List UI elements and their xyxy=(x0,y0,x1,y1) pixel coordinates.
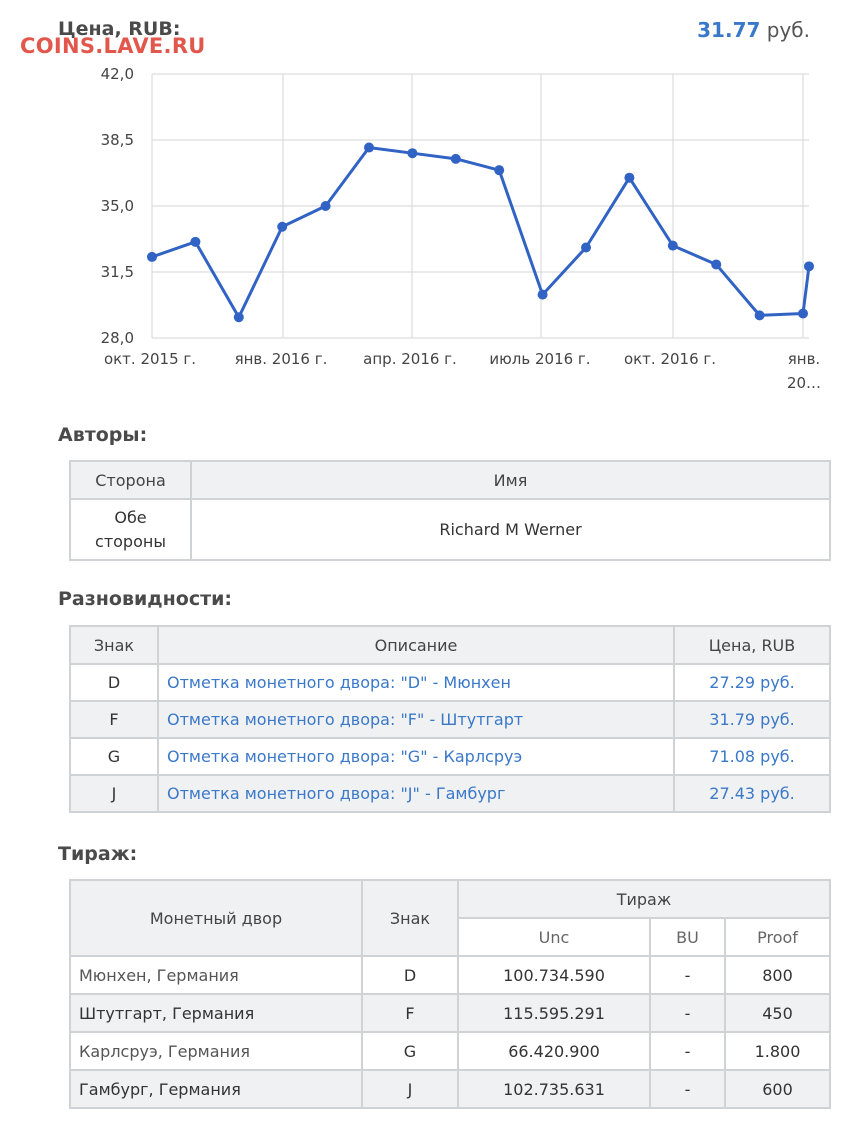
series-line xyxy=(151,146,811,319)
variety-mark: G xyxy=(69,737,159,776)
table-row: Мюнхен, Германия D 100.734.590 - 800 xyxy=(69,955,831,995)
variety-link[interactable]: Отметка монетного двора: "J" - Гамбург xyxy=(157,774,675,813)
data-point xyxy=(450,153,461,164)
mint-proof: 800 xyxy=(724,955,831,995)
author-side-line1: Обе xyxy=(114,507,147,527)
mint-proof: 450 xyxy=(724,993,831,1033)
mint-bu: - xyxy=(649,993,726,1033)
current-price: 31.77 руб. xyxy=(697,18,810,42)
data-point xyxy=(233,312,244,323)
variety-price: 27.29 руб. xyxy=(673,663,831,702)
mint-mark: D xyxy=(361,955,459,995)
mint-unc: 102.735.631 xyxy=(457,1069,651,1109)
price-label: Цена, RUB: xyxy=(58,18,181,40)
mint-name: Карлсруэ, Германия xyxy=(69,1031,363,1071)
mint-mark: F xyxy=(361,993,459,1033)
mint-name: Мюнхен, Германия xyxy=(69,955,363,995)
table-row: Штутгарт, Германия F 115.595.291 - 450 xyxy=(69,993,831,1033)
mintage-title: Тираж: xyxy=(58,843,138,865)
data-point xyxy=(277,221,288,232)
mintage-header-bu: BU xyxy=(649,917,726,957)
table-row: Карлсруэ, Германия G 66.420.900 - 1.800 xyxy=(69,1031,831,1071)
table-row: G Отметка монетного двора: "G" - Карлсру… xyxy=(69,737,831,776)
varieties-header-desc: Описание xyxy=(157,625,675,665)
mint-mark: G xyxy=(361,1031,459,1071)
watermark-logo: COINS.LAVE.RU xyxy=(20,34,206,58)
mintage-header-unc: Unc xyxy=(457,917,651,957)
authors-title: Авторы: xyxy=(58,424,148,446)
y-tick-label: 42,0 xyxy=(101,65,134,83)
mintage-header-mint: Монетный двор xyxy=(69,879,363,957)
authors-table: Сторона Имя Обе стороны Richard M Werner xyxy=(69,460,831,561)
mint-proof: 600 xyxy=(724,1069,831,1109)
mintage-table: Монетный двор Знак Тираж Unc BU Proof Мю… xyxy=(69,879,831,1109)
variety-link[interactable]: Отметка монетного двора: "D" - Мюнхен xyxy=(157,663,675,702)
mint-mark: J xyxy=(361,1069,459,1109)
x-tick-label: окт. 2015 г. xyxy=(104,350,196,368)
variety-price: 71.08 руб. xyxy=(673,737,831,776)
mint-bu: - xyxy=(649,1031,726,1071)
mint-bu: - xyxy=(649,1069,726,1109)
varieties-header-price: Цена, RUB xyxy=(673,625,831,665)
x-tick-label: янв. xyxy=(788,350,820,368)
data-point xyxy=(804,261,814,272)
mint-unc: 66.420.900 xyxy=(457,1031,651,1071)
data-point xyxy=(147,251,157,262)
data-point xyxy=(190,236,201,247)
table-row: Обе стороны Richard M Werner xyxy=(69,498,831,561)
variety-mark: J xyxy=(69,774,159,813)
data-point xyxy=(798,308,808,319)
y-tick-label: 38,5 xyxy=(101,131,134,149)
x-tick-label: июль 2016 г. xyxy=(489,350,590,368)
data-point xyxy=(581,242,591,253)
authors-header-side: Сторона xyxy=(69,460,192,500)
mintage-header-mark: Знак xyxy=(361,879,459,957)
x-tick-label: окт. 2016 г. xyxy=(624,350,716,368)
data-point xyxy=(711,259,722,270)
table-row: J Отметка монетного двора: "J" - Гамбург… xyxy=(69,774,831,813)
table-row: Гамбург, Германия J 102.735.631 - 600 xyxy=(69,1069,831,1109)
variety-link[interactable]: Отметка монетного двора: "F" - Штутгарт xyxy=(157,700,675,739)
data-point xyxy=(667,240,678,251)
variety-mark: F xyxy=(69,700,159,739)
current-price-unit: руб. xyxy=(766,18,810,42)
data-point xyxy=(364,142,374,153)
table-row: F Отметка монетного двора: "F" - Штутгар… xyxy=(69,700,831,739)
price-chart: 42,0 38,5 35,0 31,5 28,0 окт. 2015 г. янв. 201… xyxy=(101,65,821,392)
varieties-title: Разновидности: xyxy=(58,588,233,610)
x-tick-label: янв. 2016 г. xyxy=(235,350,328,368)
author-side: Обе стороны xyxy=(69,498,192,561)
mint-name: Гамбург, Германия xyxy=(69,1069,363,1109)
data-point xyxy=(320,201,331,211)
author-name: Richard M Werner xyxy=(190,498,831,561)
variety-price: 27.43 руб. xyxy=(673,774,831,813)
varieties-table: Знак Описание Цена, RUB D Отметка монетн… xyxy=(69,625,831,813)
x-tick-label: апр. 2016 г. xyxy=(363,350,457,368)
table-row: D Отметка монетного двора: "D" - Мюнхен … xyxy=(69,663,831,702)
data-point xyxy=(494,165,505,176)
data-point xyxy=(624,172,635,183)
current-price-value: 31.77 xyxy=(697,18,761,42)
varieties-header-mark: Знак xyxy=(69,625,159,665)
x-tick-label: 20… xyxy=(787,374,821,392)
mint-unc: 115.595.291 xyxy=(457,993,651,1033)
mint-proof: 1.800 xyxy=(724,1031,831,1071)
data-point xyxy=(407,148,418,159)
mintage-header-mintage: Тираж xyxy=(457,879,831,919)
authors-header-name: Имя xyxy=(190,460,831,500)
mint-unc: 100.734.590 xyxy=(457,955,651,995)
mint-name: Штутгарт, Германия xyxy=(69,993,363,1033)
y-tick-label: 28,0 xyxy=(101,329,134,347)
variety-price: 31.79 руб. xyxy=(673,700,831,739)
data-point xyxy=(537,289,548,300)
y-tick-label: 35,0 xyxy=(101,197,134,215)
y-tick-label: 31,5 xyxy=(101,263,134,281)
mint-bu: - xyxy=(649,955,726,995)
mintage-header-proof: Proof xyxy=(724,917,831,957)
variety-mark: D xyxy=(69,663,159,702)
data-point xyxy=(754,310,765,321)
author-side-line2: стороны xyxy=(95,531,166,551)
variety-link[interactable]: Отметка монетного двора: "G" - Карлсруэ xyxy=(157,737,675,776)
